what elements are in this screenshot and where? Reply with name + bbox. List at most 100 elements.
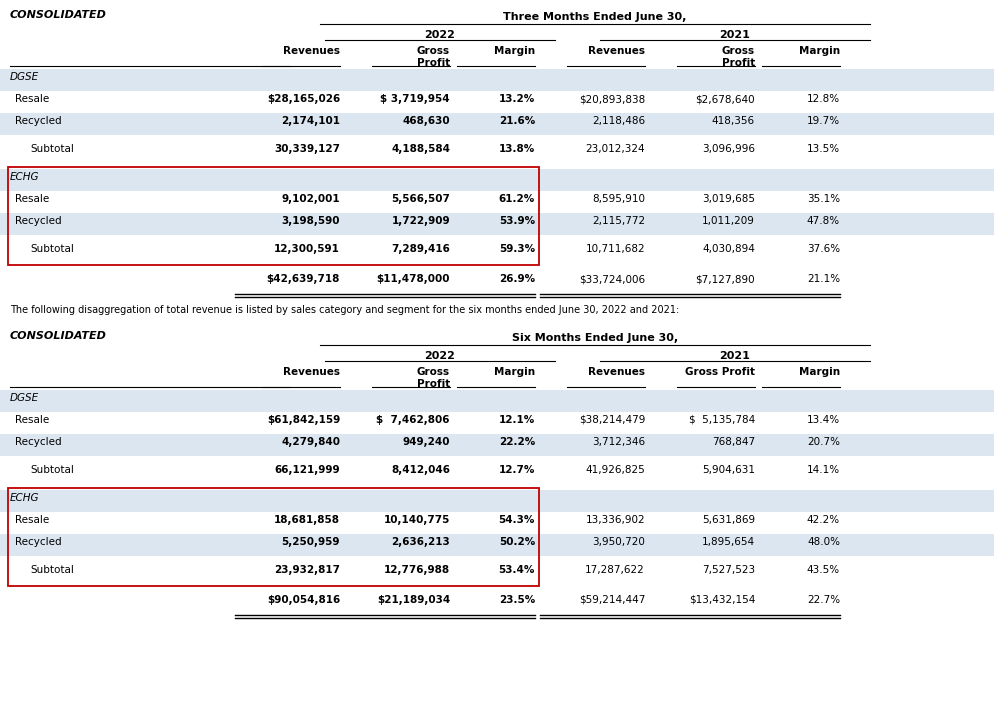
Text: $7,127,890: $7,127,890 bbox=[696, 274, 755, 284]
Text: Resale: Resale bbox=[15, 194, 50, 204]
Text: 9,102,001: 9,102,001 bbox=[281, 194, 340, 204]
Bar bbox=[0, 69, 994, 91]
Text: Recycled: Recycled bbox=[15, 537, 62, 547]
Text: 23.5%: 23.5% bbox=[499, 595, 535, 605]
Text: $38,214,479: $38,214,479 bbox=[579, 415, 645, 425]
Text: 7,527,523: 7,527,523 bbox=[702, 565, 755, 575]
Text: 43.5%: 43.5% bbox=[807, 565, 840, 575]
Text: 2,636,213: 2,636,213 bbox=[392, 537, 450, 547]
Text: 26.9%: 26.9% bbox=[499, 274, 535, 284]
Bar bbox=[0, 113, 994, 135]
Text: Subtotal: Subtotal bbox=[30, 465, 74, 475]
Text: 23,932,817: 23,932,817 bbox=[274, 565, 340, 575]
Text: 12.1%: 12.1% bbox=[499, 415, 535, 425]
Text: 2022: 2022 bbox=[424, 351, 455, 361]
Text: 1,895,654: 1,895,654 bbox=[702, 537, 755, 547]
Text: 41,926,825: 41,926,825 bbox=[585, 465, 645, 475]
Text: 8,595,910: 8,595,910 bbox=[592, 194, 645, 204]
Text: 21.1%: 21.1% bbox=[807, 274, 840, 284]
Text: 19.7%: 19.7% bbox=[807, 116, 840, 126]
Text: 5,631,869: 5,631,869 bbox=[702, 515, 755, 525]
Text: 4,188,584: 4,188,584 bbox=[391, 144, 450, 154]
Text: 2,118,486: 2,118,486 bbox=[591, 116, 645, 126]
Text: 42.2%: 42.2% bbox=[807, 515, 840, 525]
Text: Gross
Profit: Gross Profit bbox=[416, 367, 450, 389]
Text: 768,847: 768,847 bbox=[712, 437, 755, 447]
Text: 23,012,324: 23,012,324 bbox=[585, 144, 645, 154]
Bar bbox=[8, 488, 539, 586]
Text: 50.2%: 50.2% bbox=[499, 537, 535, 547]
Text: Gross
Profit: Gross Profit bbox=[722, 46, 755, 68]
Text: $11,478,000: $11,478,000 bbox=[377, 274, 450, 284]
Text: 21.6%: 21.6% bbox=[499, 116, 535, 126]
Text: 418,356: 418,356 bbox=[712, 116, 755, 126]
Text: 13.8%: 13.8% bbox=[499, 144, 535, 154]
Text: 22.2%: 22.2% bbox=[499, 437, 535, 447]
Text: 949,240: 949,240 bbox=[403, 437, 450, 447]
Text: $  7,462,806: $ 7,462,806 bbox=[377, 415, 450, 425]
Text: $61,842,159: $61,842,159 bbox=[266, 415, 340, 425]
Text: $59,214,447: $59,214,447 bbox=[579, 595, 645, 605]
Text: DGSE: DGSE bbox=[10, 393, 39, 403]
Text: Revenues: Revenues bbox=[588, 367, 645, 377]
Text: Recycled: Recycled bbox=[15, 216, 62, 226]
Text: $21,189,034: $21,189,034 bbox=[377, 595, 450, 605]
Text: 13.4%: 13.4% bbox=[807, 415, 840, 425]
Text: 53.9%: 53.9% bbox=[499, 216, 535, 226]
Text: 54.3%: 54.3% bbox=[499, 515, 535, 525]
Text: 10,711,682: 10,711,682 bbox=[585, 244, 645, 254]
Bar bbox=[0, 390, 994, 412]
Text: 468,630: 468,630 bbox=[403, 116, 450, 126]
Text: Revenues: Revenues bbox=[588, 46, 645, 56]
Text: Recycled: Recycled bbox=[15, 437, 62, 447]
Text: 53.4%: 53.4% bbox=[499, 565, 535, 575]
Text: 1,011,209: 1,011,209 bbox=[702, 216, 755, 226]
Text: 3,712,346: 3,712,346 bbox=[591, 437, 645, 447]
Bar bbox=[0, 534, 994, 556]
Text: $28,165,026: $28,165,026 bbox=[266, 94, 340, 104]
Text: 17,287,622: 17,287,622 bbox=[585, 565, 645, 575]
Text: 13,336,902: 13,336,902 bbox=[585, 515, 645, 525]
Text: 30,339,127: 30,339,127 bbox=[274, 144, 340, 154]
Text: $20,893,838: $20,893,838 bbox=[579, 94, 645, 104]
Text: 59.3%: 59.3% bbox=[499, 244, 535, 254]
Text: ECHG: ECHG bbox=[10, 493, 40, 503]
Text: 12,300,591: 12,300,591 bbox=[274, 244, 340, 254]
Text: 2022: 2022 bbox=[424, 30, 455, 40]
Text: 7,289,416: 7,289,416 bbox=[391, 244, 450, 254]
Text: Subtotal: Subtotal bbox=[30, 565, 74, 575]
Text: Subtotal: Subtotal bbox=[30, 144, 74, 154]
Text: Resale: Resale bbox=[15, 94, 50, 104]
Text: Gross
Profit: Gross Profit bbox=[416, 46, 450, 68]
Text: 22.7%: 22.7% bbox=[807, 595, 840, 605]
Text: Gross Profit: Gross Profit bbox=[685, 367, 755, 377]
Text: 2021: 2021 bbox=[720, 30, 750, 40]
Text: 4,030,894: 4,030,894 bbox=[702, 244, 755, 254]
Text: Resale: Resale bbox=[15, 415, 50, 425]
Text: Revenues: Revenues bbox=[283, 367, 340, 377]
Text: 3,096,996: 3,096,996 bbox=[702, 144, 755, 154]
Text: Recycled: Recycled bbox=[15, 116, 62, 126]
Text: Three Months Ended June 30,: Three Months Ended June 30, bbox=[503, 12, 687, 22]
Text: 1,722,909: 1,722,909 bbox=[392, 216, 450, 226]
Text: 12.8%: 12.8% bbox=[807, 94, 840, 104]
Bar bbox=[0, 434, 994, 456]
Text: 37.6%: 37.6% bbox=[807, 244, 840, 254]
Bar bbox=[0, 213, 994, 235]
Text: 20.7%: 20.7% bbox=[807, 437, 840, 447]
Text: $13,432,154: $13,432,154 bbox=[689, 595, 755, 605]
Text: $42,639,718: $42,639,718 bbox=[266, 274, 340, 284]
Text: CONSOLIDATED: CONSOLIDATED bbox=[10, 10, 107, 20]
Text: Margin: Margin bbox=[799, 367, 840, 377]
Bar bbox=[0, 169, 994, 191]
Text: 14.1%: 14.1% bbox=[807, 465, 840, 475]
Text: Resale: Resale bbox=[15, 515, 50, 525]
Text: $ 3,719,954: $ 3,719,954 bbox=[381, 94, 450, 104]
Text: 5,904,631: 5,904,631 bbox=[702, 465, 755, 475]
Text: Margin: Margin bbox=[799, 46, 840, 56]
Text: 12.7%: 12.7% bbox=[499, 465, 535, 475]
Text: 8,412,046: 8,412,046 bbox=[391, 465, 450, 475]
Text: 5,566,507: 5,566,507 bbox=[391, 194, 450, 204]
Text: 5,250,959: 5,250,959 bbox=[281, 537, 340, 547]
Text: Revenues: Revenues bbox=[283, 46, 340, 56]
